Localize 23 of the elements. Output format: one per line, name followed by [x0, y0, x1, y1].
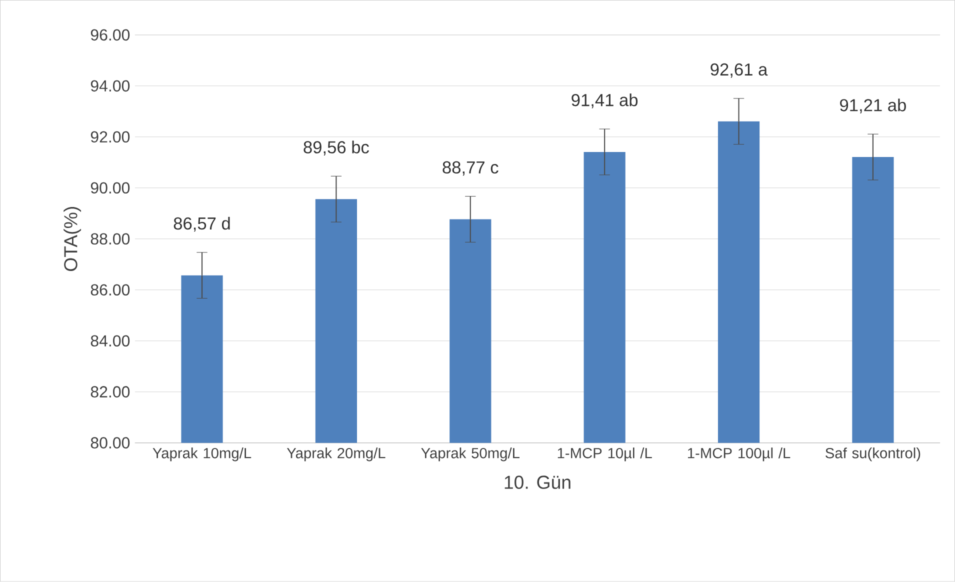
- y-tick-label: 92.00: [90, 131, 130, 143]
- y-axis-title: OTA(%): [64, 207, 82, 272]
- data-label: 91,41 ab: [572, 94, 638, 108]
- y-tick-label: 90.00: [90, 182, 130, 194]
- x-tick-label: Saf su(kontrol): [826, 448, 920, 462]
- x-axis-title: 10. Gün: [504, 476, 570, 490]
- y-tick-label: 96.00: [90, 29, 130, 41]
- data-label: 86,57 d: [174, 217, 230, 232]
- y-tick-label: 88.00: [90, 233, 130, 245]
- x-tick-label: Yaprak 10mg/L: [152, 448, 252, 462]
- data-label: 92,61 a: [710, 64, 768, 78]
- y-tick-label: 86.00: [90, 284, 130, 296]
- data-label: 88,77 c: [442, 161, 498, 176]
- y-tick-label: 84.00: [90, 335, 130, 347]
- x-tick-label: 1-MCP 100µl /L: [688, 448, 790, 462]
- y-tick-label: 94.00: [90, 80, 130, 92]
- data-label: 89,56 bc: [304, 140, 369, 156]
- x-tick-label: 1-MCP 10µl /L: [558, 448, 652, 462]
- y-tick-label: 82.00: [90, 386, 130, 398]
- x-tick-label: Yaprak 50mg/L: [421, 448, 520, 462]
- x-tick-label: Yaprak 20mg/L: [286, 448, 386, 462]
- data-label: 91,21 ab: [840, 98, 906, 114]
- y-tick-label: 80.00: [90, 437, 130, 449]
